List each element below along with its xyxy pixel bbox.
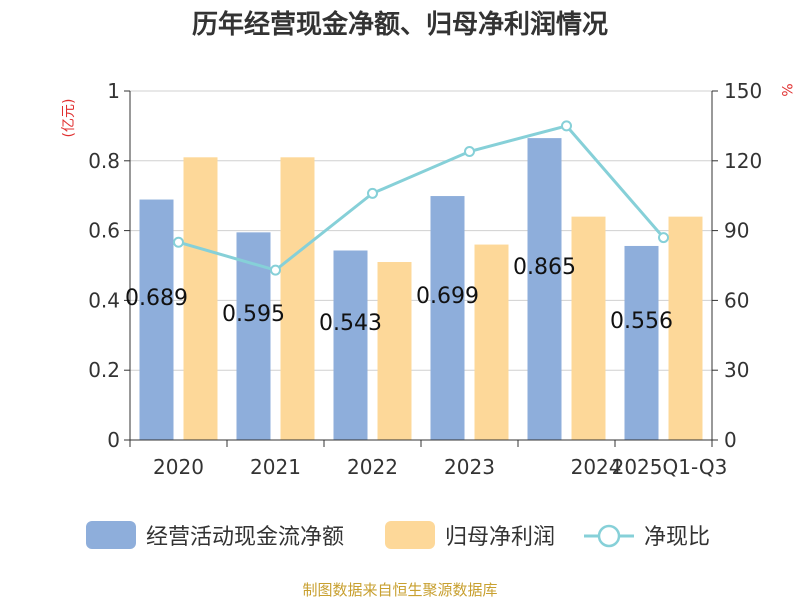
bar xyxy=(624,245,659,440)
y-left-tick-label: 0 xyxy=(107,428,120,452)
y-right-tick-label: 120 xyxy=(724,149,762,173)
ratio-point xyxy=(367,187,378,199)
legend-label: 归母净利润 xyxy=(445,525,555,550)
gridlines xyxy=(130,90,712,371)
x-tick-label: 2021 xyxy=(250,455,301,479)
data-labels: 0.689 0.595 0.543 0.699 0.865 0.556 xyxy=(125,255,673,336)
data-label: 0.556 xyxy=(610,309,673,334)
ratio-point xyxy=(464,145,475,157)
bar xyxy=(139,199,174,440)
y-right-tick-label: 0 xyxy=(724,428,737,452)
chart-title: 历年经营现金净额、归母净利润情况 xyxy=(192,9,608,40)
x-tick-label: 2022 xyxy=(347,455,398,479)
ratio-point xyxy=(561,120,572,132)
data-label: 0.595 xyxy=(222,302,285,327)
bar xyxy=(527,138,562,441)
ratio-point xyxy=(658,232,669,244)
data-label: 0.865 xyxy=(513,255,576,280)
ratio-point xyxy=(270,264,281,276)
y-right-tick-label: 150 xyxy=(724,79,762,103)
data-label: 0.699 xyxy=(416,284,479,309)
legend-label: 经营活动现金流净额 xyxy=(146,525,344,550)
legend-marker xyxy=(597,524,621,548)
y-right-tick-label: 90 xyxy=(724,219,749,243)
ratio-point xyxy=(173,236,184,248)
legend-swatch xyxy=(86,521,136,549)
bar xyxy=(280,157,315,440)
bars xyxy=(139,138,703,441)
ratio-series-line xyxy=(178,124,665,272)
legend-swatch xyxy=(385,521,435,549)
axes: 0 0.2 0.4 0.6 0.8 1 0 30 60 90 120 150 2020 2021 2022 2… xyxy=(88,79,762,479)
data-label: 0.543 xyxy=(319,311,382,336)
data-label: 0.689 xyxy=(125,286,188,311)
y-left-tick-label: 0.8 xyxy=(88,149,120,173)
y-left-tick-label: 0.4 xyxy=(88,288,120,312)
y-axis-left-label: (亿元) xyxy=(61,99,77,138)
bar xyxy=(183,157,218,440)
bar xyxy=(571,216,606,440)
legend: 经营活动现金流净额 归母净利润 净现比 xyxy=(86,521,710,550)
x-tick-label: 2024 xyxy=(571,455,622,479)
ratio-line xyxy=(173,120,669,276)
x-tick-label: 2025Q1-Q3 xyxy=(612,455,728,479)
source-note: 制图数据来自恒生聚源数据库 xyxy=(302,581,497,599)
bar xyxy=(377,262,412,440)
y-left-tick-label: 0.6 xyxy=(88,219,120,243)
bar xyxy=(668,216,703,440)
bar xyxy=(474,244,509,440)
bar xyxy=(430,196,465,440)
y-axis-right-label: % xyxy=(778,83,794,96)
bar xyxy=(333,250,368,440)
legend-label: 净现比 xyxy=(644,525,710,550)
y-left-tick-label: 0.2 xyxy=(88,358,120,382)
x-tick-label: 2023 xyxy=(444,455,495,479)
x-tick-label: 2020 xyxy=(153,455,204,479)
y-right-tick-label: 60 xyxy=(724,288,749,312)
y-left-tick-label: 1 xyxy=(107,79,120,103)
y-right-tick-label: 30 xyxy=(724,358,749,382)
